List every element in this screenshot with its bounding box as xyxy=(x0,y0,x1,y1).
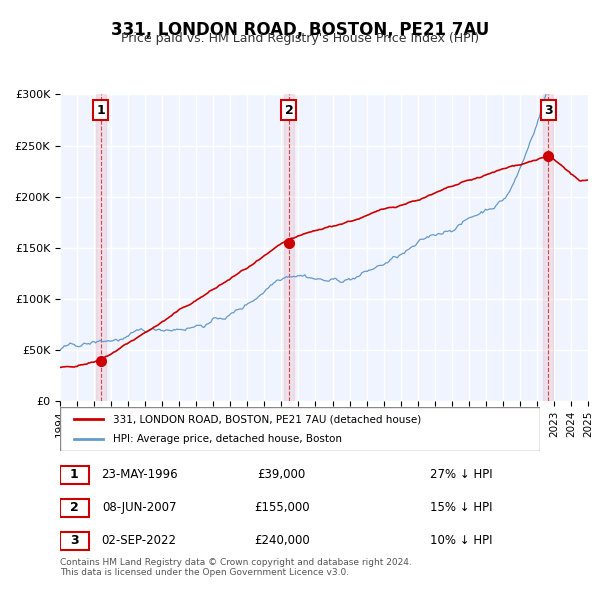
Text: HPI: Average price, detached house, Boston: HPI: Average price, detached house, Bost… xyxy=(113,434,342,444)
Text: 3: 3 xyxy=(70,535,79,548)
Text: 08-JUN-2007: 08-JUN-2007 xyxy=(102,502,176,514)
Text: 10% ↓ HPI: 10% ↓ HPI xyxy=(430,535,492,548)
Text: £155,000: £155,000 xyxy=(254,502,310,514)
Text: Contains HM Land Registry data © Crown copyright and database right 2024.: Contains HM Land Registry data © Crown c… xyxy=(60,558,412,566)
Text: 2: 2 xyxy=(284,104,293,117)
Text: 02-SEP-2022: 02-SEP-2022 xyxy=(101,535,176,548)
Text: 27% ↓ HPI: 27% ↓ HPI xyxy=(430,468,492,481)
Bar xyxy=(95,94,106,401)
Text: 2: 2 xyxy=(70,502,79,514)
Text: 15% ↓ HPI: 15% ↓ HPI xyxy=(430,502,492,514)
FancyBboxPatch shape xyxy=(60,499,89,517)
FancyBboxPatch shape xyxy=(60,532,89,550)
Text: £39,000: £39,000 xyxy=(257,468,306,481)
FancyBboxPatch shape xyxy=(60,407,540,451)
Text: £240,000: £240,000 xyxy=(254,535,310,548)
Bar xyxy=(284,94,294,401)
Bar xyxy=(543,94,553,401)
Text: 23-MAY-1996: 23-MAY-1996 xyxy=(101,468,178,481)
Text: 3: 3 xyxy=(544,104,553,117)
Text: 331, LONDON ROAD, BOSTON, PE21 7AU: 331, LONDON ROAD, BOSTON, PE21 7AU xyxy=(111,21,489,39)
Text: Price paid vs. HM Land Registry's House Price Index (HPI): Price paid vs. HM Land Registry's House … xyxy=(121,32,479,45)
Text: 331, LONDON ROAD, BOSTON, PE21 7AU (detached house): 331, LONDON ROAD, BOSTON, PE21 7AU (deta… xyxy=(113,415,421,424)
FancyBboxPatch shape xyxy=(60,466,89,483)
Text: This data is licensed under the Open Government Licence v3.0.: This data is licensed under the Open Gov… xyxy=(60,568,349,576)
Text: 1: 1 xyxy=(97,104,105,117)
Text: 1: 1 xyxy=(70,468,79,481)
